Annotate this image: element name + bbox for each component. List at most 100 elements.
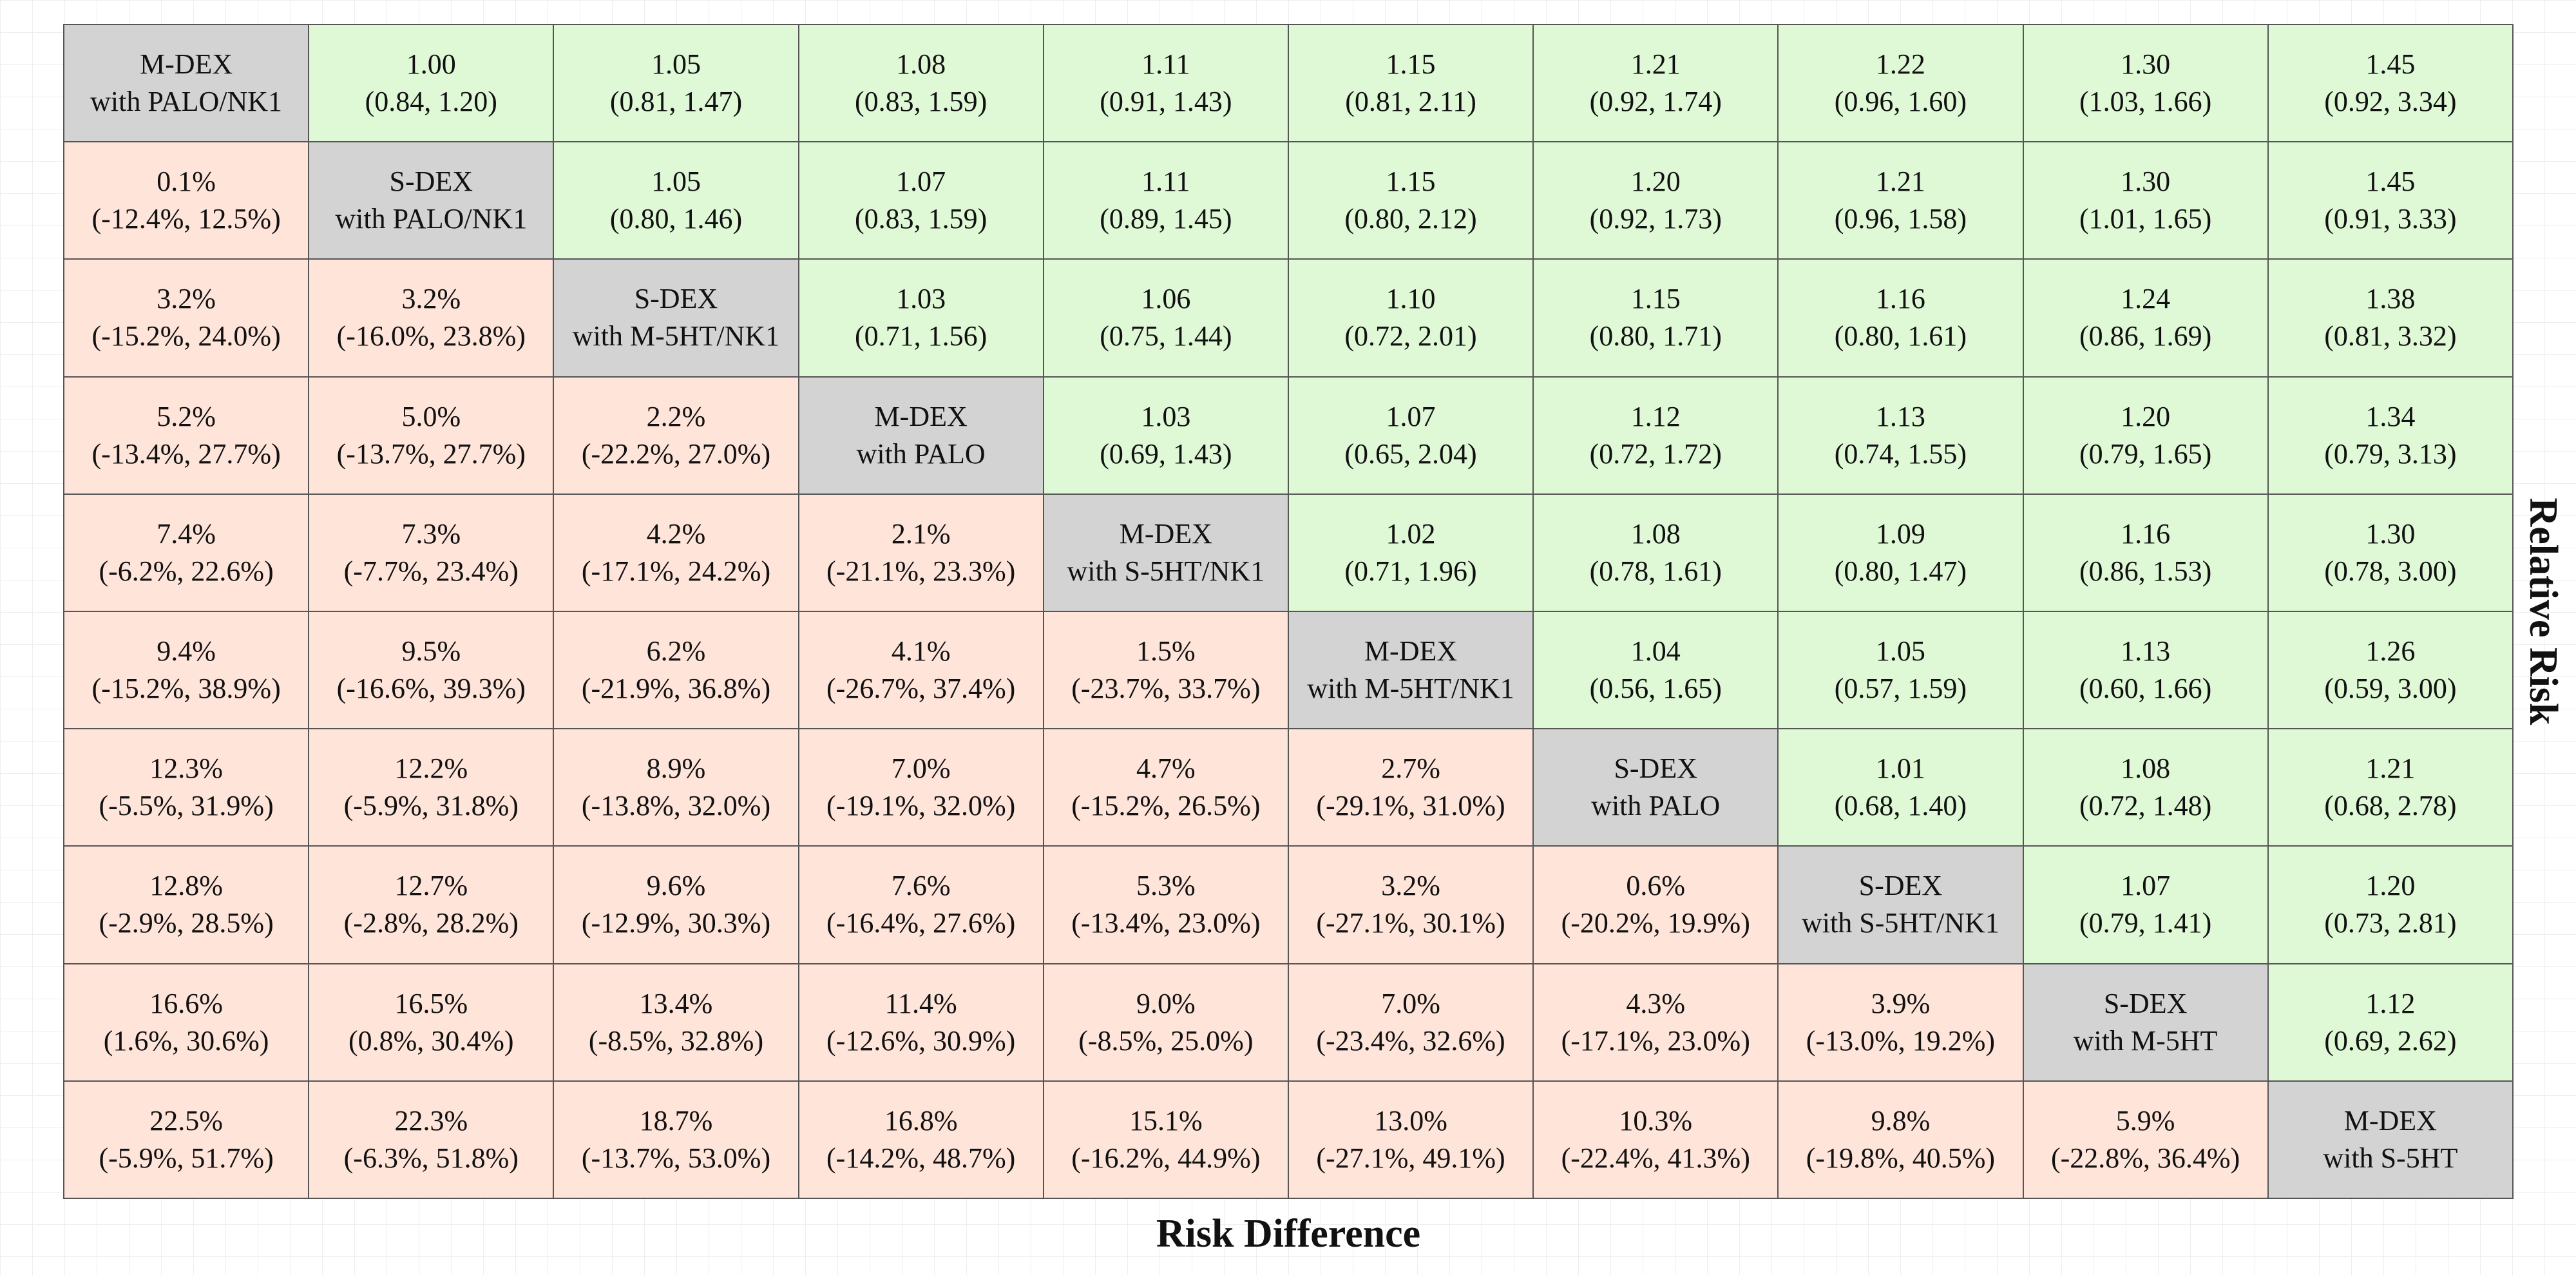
point-estimate: 1.22 <box>1875 48 1925 81</box>
x-axis-title: Risk Difference <box>1156 1212 1421 1256</box>
point-estimate: 2.1% <box>891 517 951 550</box>
relative-risk-cell: 1.21 (0.96, 1.58) <box>1777 141 2024 260</box>
confidence-interval: (0.65, 2.04) <box>1344 437 1477 470</box>
confidence-interval: (0.91, 3.33) <box>2324 203 2457 235</box>
confidence-interval: (0.60, 1.66) <box>2079 673 2212 705</box>
relative-risk-cell: 1.30 (0.78, 3.00) <box>2267 493 2514 612</box>
relative-risk-cell: 1.22 (0.96, 1.60) <box>1777 23 2024 143</box>
confidence-interval: (0.80, 1.46) <box>609 203 743 235</box>
confidence-interval: (-16.4%, 27.6%) <box>826 907 1016 939</box>
risk-difference-cell: 3.2% (-16.0%, 23.8%) <box>308 258 555 378</box>
confidence-interval: (-15.2%, 26.5%) <box>1071 790 1261 822</box>
relative-risk-cell: 1.34 (0.79, 3.13) <box>2267 376 2514 495</box>
confidence-interval: (0.69, 1.43) <box>1100 437 1232 470</box>
confidence-interval: (0.92, 3.34) <box>2324 86 2457 118</box>
relative-risk-cell: 1.05 (0.81, 1.47) <box>553 23 799 143</box>
table-row: 0.1% (-12.4%, 12.5%) S-DEX with PALO/NK1 1.0… <box>62 141 2514 260</box>
relative-risk-cell: 1.07 (0.79, 1.41) <box>2022 845 2269 964</box>
risk-difference-cell: 12.3% (-5.5%, 31.9%) <box>62 728 310 847</box>
confidence-interval: (-2.8%, 28.2%) <box>343 907 519 939</box>
point-estimate: 1.11 <box>1141 166 1190 198</box>
risk-difference-cell: 2.7% (-29.1%, 31.0%) <box>1287 728 1534 847</box>
confidence-interval: (0.92, 1.73) <box>1589 203 1722 235</box>
confidence-interval: (0.80, 2.12) <box>1344 203 1477 235</box>
confidence-interval: (-27.1%, 30.1%) <box>1316 907 1505 939</box>
relative-risk-cell: 1.26 (0.59, 3.00) <box>2267 610 2514 730</box>
table-row: 3.2% (-15.2%, 24.0%) 3.2% (-16.0%, 23.8%) S-… <box>62 258 2514 378</box>
confidence-interval: (0.72, 2.01) <box>1344 320 1477 352</box>
relative-risk-cell: 1.15 (0.81, 2.11) <box>1287 23 1534 143</box>
confidence-interval: (0.56, 1.65) <box>1589 673 1722 705</box>
relative-risk-cell: 1.21 (0.92, 1.74) <box>1532 23 1779 143</box>
risk-difference-cell: 0.1% (-12.4%, 12.5%) <box>62 141 310 260</box>
point-estimate: 12.8% <box>149 870 223 902</box>
point-estimate: 5.3% <box>1136 870 1196 902</box>
relative-risk-cell: 1.08 (0.83, 1.59) <box>797 23 1044 143</box>
confidence-interval: (-13.7%, 27.7%) <box>336 437 526 470</box>
point-estimate: 1.08 <box>1630 517 1681 550</box>
point-estimate: 8.9% <box>646 753 706 785</box>
point-estimate: 22.3% <box>394 1104 468 1136</box>
league-table-body: M-DEX with PALO/NK1 1.00 (0.84, 1.20) 1.05 (0… <box>62 23 2514 1200</box>
confidence-interval: (-12.6%, 30.9%) <box>826 1024 1016 1057</box>
point-estimate: 1.13 <box>2121 635 2171 667</box>
confidence-interval: (0.96, 1.58) <box>1834 203 1967 235</box>
risk-difference-cell: 6.2% (-21.9%, 36.8%) <box>553 610 799 730</box>
treatment-name: M-DEX <box>139 48 233 81</box>
confidence-interval: (-21.9%, 36.8%) <box>581 673 771 705</box>
risk-difference-cell: 9.5% (-16.6%, 39.3%) <box>308 610 555 730</box>
treatment-name: M-DEX <box>1364 635 1458 667</box>
relative-risk-cell: 1.30 (1.03, 1.66) <box>2022 23 2269 143</box>
confidence-interval: (-2.9%, 28.5%) <box>99 907 274 939</box>
point-estimate: 1.01 <box>1875 753 1925 785</box>
table-row: 5.2% (-13.4%, 27.7%) 5.0% (-13.7%, 27.7%) 2.… <box>62 376 2514 495</box>
point-estimate: 1.20 <box>2121 400 2171 432</box>
confidence-interval: (0.89, 1.45) <box>1100 203 1232 235</box>
point-estimate: 1.11 <box>1141 48 1190 81</box>
risk-difference-cell: 9.0% (-8.5%, 25.0%) <box>1042 963 1289 1082</box>
y-axis-title: Relative Risk <box>2521 497 2565 725</box>
point-estimate: 1.00 <box>406 48 456 81</box>
confidence-interval: (-29.1%, 31.0%) <box>1316 790 1505 822</box>
point-estimate: 1.09 <box>1875 517 1925 550</box>
risk-difference-cell: 11.4% (-12.6%, 30.9%) <box>797 963 1044 1082</box>
confidence-interval: (-7.7%, 23.4%) <box>343 555 519 587</box>
confidence-interval: (0.74, 1.55) <box>1834 437 1967 470</box>
treatment-name: S-DEX <box>1614 753 1697 785</box>
point-estimate: 0.1% <box>157 166 216 198</box>
point-estimate: 1.12 <box>1630 400 1681 432</box>
confidence-interval: (0.92, 1.74) <box>1589 86 1722 118</box>
point-estimate: 1.20 <box>1630 166 1681 198</box>
confidence-interval: (-5.9%, 31.8%) <box>343 790 519 822</box>
point-estimate: 1.21 <box>2365 753 2416 785</box>
risk-difference-cell: 5.3% (-13.4%, 23.0%) <box>1042 845 1289 964</box>
treatment-detail: with S-5HT/NK1 <box>1802 907 1999 939</box>
relative-risk-cell: 1.06 (0.75, 1.44) <box>1042 258 1289 378</box>
confidence-interval: (0.86, 1.53) <box>2079 555 2212 587</box>
risk-difference-cell: 9.6% (-12.9%, 30.3%) <box>553 845 799 964</box>
point-estimate: 2.2% <box>646 400 706 432</box>
confidence-interval: (-16.6%, 39.3%) <box>336 673 526 705</box>
confidence-interval: (0.79, 3.13) <box>2324 437 2457 470</box>
risk-difference-cell: 3.2% (-15.2%, 24.0%) <box>62 258 310 378</box>
relative-risk-cell: 1.07 (0.65, 2.04) <box>1287 376 1534 495</box>
point-estimate: 12.3% <box>149 753 223 785</box>
relative-risk-cell: 1.30 (1.01, 1.65) <box>2022 141 2269 260</box>
confidence-interval: (-23.7%, 33.7%) <box>1071 673 1261 705</box>
risk-difference-cell: 4.2% (-17.1%, 24.2%) <box>553 493 799 612</box>
confidence-interval: (-14.2%, 48.7%) <box>826 1142 1016 1174</box>
risk-difference-cell: 22.3% (-6.3%, 51.8%) <box>308 1080 555 1200</box>
treatment-cell: M-DEX with PALO/NK1 <box>62 23 310 143</box>
point-estimate: 1.30 <box>2121 48 2171 81</box>
treatment-cell: S-DEX with PALO <box>1532 728 1779 847</box>
point-estimate: 4.3% <box>1626 987 1686 1019</box>
relative-risk-cell: 1.20 (0.73, 2.81) <box>2267 845 2514 964</box>
confidence-interval: (0.59, 3.00) <box>2324 673 2457 705</box>
treatment-detail: with PALO <box>1591 790 1721 822</box>
risk-difference-cell: 0.6% (-20.2%, 19.9%) <box>1532 845 1779 964</box>
confidence-interval: (-8.5%, 32.8%) <box>588 1024 764 1057</box>
confidence-interval: (-12.4%, 12.5%) <box>91 203 281 235</box>
point-estimate: 1.16 <box>1875 283 1925 315</box>
confidence-interval: (0.83, 1.59) <box>855 86 987 118</box>
confidence-interval: (-23.4%, 32.6%) <box>1316 1024 1505 1057</box>
